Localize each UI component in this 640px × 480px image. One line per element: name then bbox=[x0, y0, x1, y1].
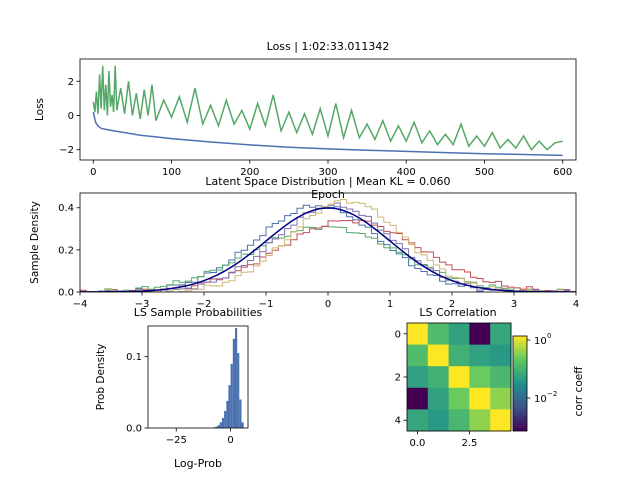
corr-title: LS Correlation bbox=[419, 306, 496, 319]
loss-xtick-label: 400 bbox=[397, 167, 416, 178]
corr-cell bbox=[427, 387, 449, 410]
corr-cell bbox=[448, 366, 470, 389]
loss-ylabel: Loss bbox=[34, 98, 46, 121]
samples-bar bbox=[228, 385, 231, 428]
samples-bar bbox=[232, 338, 235, 428]
loss-xtick-label: 500 bbox=[475, 167, 494, 178]
corr-cell bbox=[427, 323, 449, 345]
latent-xtick-label: −3 bbox=[135, 299, 150, 310]
loss-title: Loss | 1:02:33.011342 bbox=[267, 40, 390, 53]
latent-xtick-label: 3 bbox=[511, 299, 517, 310]
latent-xtick-label: 0 bbox=[325, 299, 331, 310]
colorbar-tick-exponent: 0 bbox=[547, 332, 551, 340]
samples-bar bbox=[221, 418, 225, 428]
corr-cell bbox=[490, 366, 512, 389]
latent-hist-1 bbox=[80, 204, 576, 292]
latent-hist-3 bbox=[80, 219, 576, 292]
samples-bar bbox=[239, 399, 242, 428]
corr-cell bbox=[490, 387, 512, 410]
corr-cell bbox=[490, 409, 512, 432]
corr-cell bbox=[427, 366, 449, 389]
samples-title: LS Sample Probabilities bbox=[134, 306, 263, 319]
loss-series-line-1 bbox=[92, 65, 563, 151]
loss-ytick-label: 0 bbox=[68, 111, 74, 122]
corr-cell bbox=[490, 344, 512, 367]
latent-ylabel: Sample Density bbox=[29, 201, 41, 284]
corr-cell bbox=[427, 409, 449, 432]
corr-cell bbox=[448, 409, 470, 432]
colorbar-tick-label: 10 bbox=[534, 394, 547, 405]
latent-xtick-label: −2 bbox=[197, 299, 212, 310]
corr-cell bbox=[427, 344, 449, 367]
samples-bar bbox=[237, 353, 240, 428]
loss-xtick-label: 300 bbox=[318, 167, 337, 178]
corr-cell bbox=[469, 323, 491, 345]
samples-bar bbox=[235, 328, 238, 428]
loss-ytick-label: 2 bbox=[68, 77, 74, 88]
latent-title: Latent Space Distribution | Mean KL = 0.… bbox=[205, 175, 450, 188]
latent-ytick-label: 0.0 bbox=[58, 288, 74, 299]
corr-cell bbox=[407, 409, 429, 432]
colorbar-label: corr coeff bbox=[573, 366, 585, 417]
corr-ytick-label: 2 bbox=[395, 373, 401, 384]
latent-ytick-label: 0.4 bbox=[58, 203, 74, 214]
samples-ylabel: Prob Density bbox=[95, 344, 107, 411]
latent-xtick-label: 4 bbox=[573, 299, 579, 310]
corr-cell bbox=[448, 387, 470, 410]
samples-ytick-label: 0.0 bbox=[126, 424, 142, 435]
latent-ytick-label: 0.2 bbox=[58, 245, 74, 256]
latent-hist-4 bbox=[80, 202, 576, 292]
samples-bar bbox=[230, 363, 233, 428]
samples-bar bbox=[226, 400, 229, 428]
loss-xtick-label: 600 bbox=[553, 167, 572, 178]
latent-hist-5 bbox=[80, 199, 576, 292]
corr-cell bbox=[469, 366, 491, 389]
latent-xtick-label: −4 bbox=[73, 299, 88, 310]
corr-cell bbox=[469, 387, 491, 410]
samples-xtick-label: −25 bbox=[166, 435, 187, 446]
latent-xtick-label: 2 bbox=[449, 299, 455, 310]
samples-frame bbox=[147, 325, 249, 429]
corr-ytick-label: 4 bbox=[395, 416, 401, 427]
loss-series-line-0 bbox=[92, 111, 563, 157]
corr-cell bbox=[407, 366, 429, 389]
corr-cell bbox=[469, 344, 491, 367]
samples-xtick-label: 0 bbox=[227, 435, 233, 446]
colorbar bbox=[512, 335, 528, 432]
corr-xtick-label: 2.5 bbox=[461, 438, 477, 449]
colorbar-tick-label: 10 bbox=[534, 336, 547, 347]
corr-cell bbox=[407, 387, 429, 410]
corr-cell bbox=[448, 344, 470, 367]
latent-xtick-label: −1 bbox=[259, 299, 274, 310]
samples-bar bbox=[215, 426, 218, 428]
latent-xtick-label: 1 bbox=[387, 299, 393, 310]
loss-ytick-label: −2 bbox=[59, 145, 74, 156]
corr-ytick-label: 0 bbox=[395, 329, 401, 340]
corr-cell bbox=[407, 323, 429, 345]
samples-xlabel: Log-Prob bbox=[174, 457, 222, 470]
samples-bar bbox=[217, 425, 220, 428]
loss-xlabel: Epoch bbox=[311, 188, 345, 201]
colorbar-tick-exponent: −2 bbox=[547, 390, 557, 398]
loss-xtick-label: 100 bbox=[162, 167, 181, 178]
samples-bar bbox=[219, 422, 222, 428]
corr-cell bbox=[469, 409, 491, 432]
corr-xtick-label: 0.0 bbox=[409, 438, 425, 449]
latent-normal-curve bbox=[80, 207, 576, 292]
samples-bar bbox=[224, 410, 227, 428]
latent-hist-2 bbox=[80, 226, 576, 292]
samples-bar bbox=[241, 422, 244, 428]
corr-cell bbox=[490, 323, 512, 345]
corr-cell bbox=[448, 323, 470, 345]
corr-cell bbox=[407, 344, 429, 367]
samples-ytick-label: 0.1 bbox=[126, 352, 142, 363]
loss-xtick-label: 0 bbox=[90, 167, 96, 178]
loss-xtick-label: 200 bbox=[240, 167, 259, 178]
